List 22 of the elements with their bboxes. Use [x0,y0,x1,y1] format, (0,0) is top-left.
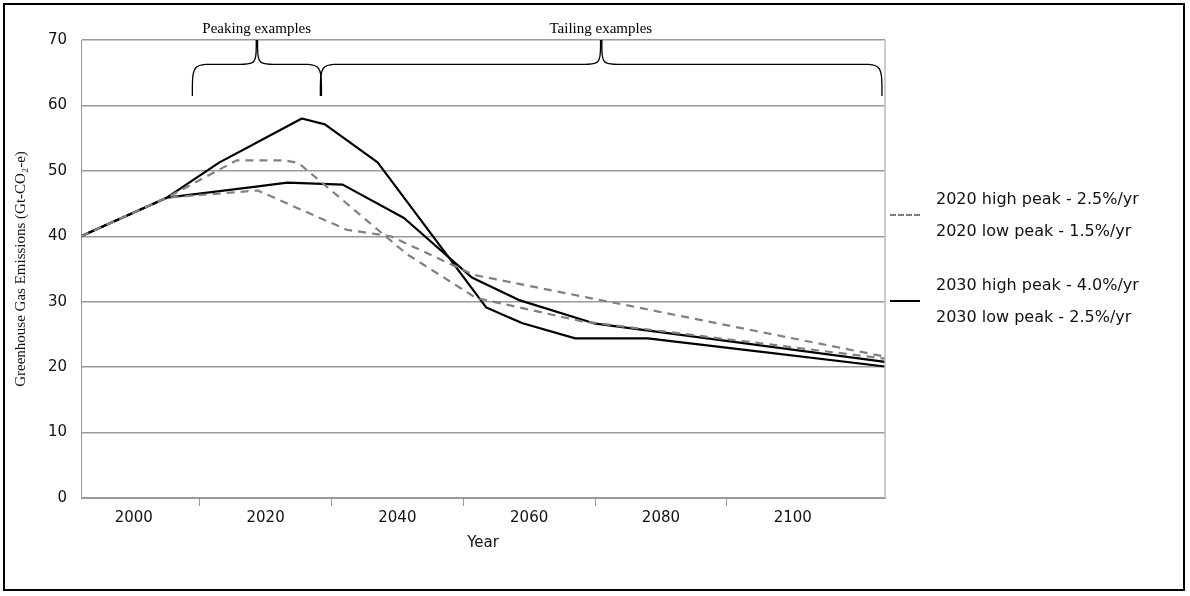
x-tick-label: 2080 [641,507,681,526]
text: Tailing examples [549,20,653,37]
y-tick-label: 60 [47,95,68,114]
x-tick-label: 2100 [773,507,812,526]
y-tick-label: 0 [57,487,68,506]
y-tick-label: 20 [47,357,68,376]
y-axis-title: Greenhouse Gas Emissions (Gt-CO₂-e) [11,151,29,387]
y-tick-label: 50 [47,160,68,179]
y-tick-label: 70 [47,29,68,48]
text: Peaking examples [202,20,312,37]
text: 2030 low peak - 2.5%/yr [936,306,1133,328]
x-tick-label: 2020 [246,507,285,526]
text: 2030 high peak - 4.0%/yr [936,274,1139,296]
text: 2020 high peak - 2.5%/yr [936,188,1139,210]
y-tick-label: 30 [47,291,68,310]
y-tick-label: 40 [47,226,68,245]
x-tick-label: 2040 [378,507,417,526]
x-axis-title: Year [466,532,500,551]
x-tick-label: 2000 [114,507,153,526]
x-tick-label: 2060 [510,507,549,526]
text: 2020 low peak - 1.5%/yr [936,220,1133,242]
y-tick-label: 10 [47,422,68,441]
